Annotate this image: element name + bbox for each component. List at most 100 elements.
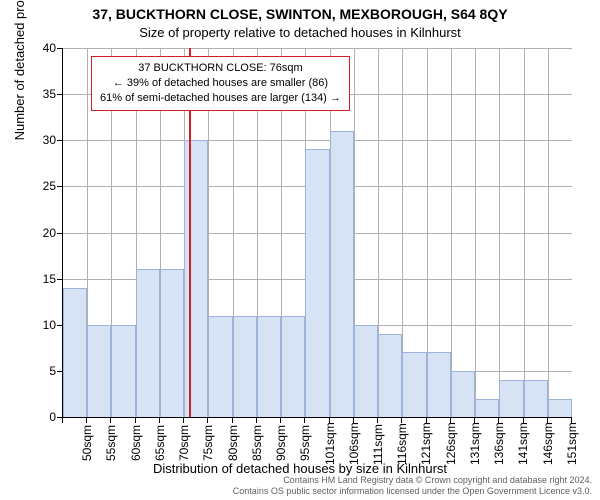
bar bbox=[87, 325, 111, 417]
xtick-label: 136sqm bbox=[492, 425, 506, 465]
title-sub: Size of property relative to detached ho… bbox=[0, 25, 600, 40]
xtick-label: 101sqm bbox=[323, 425, 337, 465]
bar bbox=[208, 316, 232, 417]
chart-container: 37, BUCKTHORN CLOSE, SWINTON, MEXBOROUGH… bbox=[0, 0, 600, 500]
info-line-1: 37 BUCKTHORN CLOSE: 76sqm bbox=[100, 61, 341, 76]
xtick-mark bbox=[401, 418, 402, 423]
ytick-mark bbox=[57, 94, 62, 95]
xtick-label: 121sqm bbox=[419, 425, 433, 465]
xtick-label: 151sqm bbox=[565, 425, 579, 465]
xtick-mark bbox=[110, 418, 111, 423]
ytick-label: 15 bbox=[16, 272, 56, 286]
ytick-mark bbox=[57, 371, 62, 372]
footer-attribution: Contains HM Land Registry data © Crown c… bbox=[233, 475, 592, 497]
xtick-mark bbox=[159, 418, 160, 423]
xtick-label: 141sqm bbox=[516, 425, 530, 465]
ytick-mark bbox=[57, 233, 62, 234]
ytick-mark bbox=[57, 325, 62, 326]
xtick-mark bbox=[474, 418, 475, 423]
xtick-mark bbox=[329, 418, 330, 423]
xtick-mark bbox=[183, 418, 184, 423]
ytick-label: 35 bbox=[16, 87, 56, 101]
ytick-label: 10 bbox=[16, 318, 56, 332]
gridline-h bbox=[63, 140, 572, 141]
gridline-h bbox=[63, 48, 572, 49]
info-line-2: ← 39% of detached houses are smaller (86… bbox=[100, 76, 341, 91]
bar bbox=[524, 380, 548, 417]
gridline-v bbox=[499, 48, 500, 417]
ytick-label: 25 bbox=[16, 179, 56, 193]
xtick-mark bbox=[280, 418, 281, 423]
info-line-3: 61% of semi-detached houses are larger (… bbox=[100, 91, 341, 106]
xtick-mark bbox=[377, 418, 378, 423]
xtick-label: 90sqm bbox=[274, 425, 288, 465]
bar bbox=[330, 131, 354, 417]
bar bbox=[548, 399, 572, 417]
ytick-mark bbox=[57, 140, 62, 141]
footer-line-2: Contains OS public sector information li… bbox=[233, 486, 592, 497]
footer-line-1: Contains HM Land Registry data © Crown c… bbox=[233, 475, 592, 486]
xtick-mark bbox=[232, 418, 233, 423]
ytick-mark bbox=[57, 186, 62, 187]
xtick-label: 65sqm bbox=[153, 425, 167, 465]
bar bbox=[305, 149, 329, 417]
plot-area: 37 BUCKTHORN CLOSE: 76sqm ← 39% of detac… bbox=[62, 48, 572, 418]
bar bbox=[136, 269, 160, 417]
bar bbox=[378, 334, 402, 417]
ytick-label: 30 bbox=[16, 133, 56, 147]
xtick-mark bbox=[353, 418, 354, 423]
xtick-mark bbox=[498, 418, 499, 423]
xtick-label: 55sqm bbox=[104, 425, 118, 465]
xtick-label: 106sqm bbox=[347, 425, 361, 465]
xtick-label: 50sqm bbox=[80, 425, 94, 465]
ytick-mark bbox=[57, 48, 62, 49]
xtick-mark bbox=[571, 418, 572, 423]
xtick-mark bbox=[547, 418, 548, 423]
ytick-label: 40 bbox=[16, 41, 56, 55]
info-box: 37 BUCKTHORN CLOSE: 76sqm ← 39% of detac… bbox=[91, 56, 350, 111]
y-axis-label: Number of detached properties bbox=[12, 0, 27, 140]
bar bbox=[402, 352, 426, 417]
title-main: 37, BUCKTHORN CLOSE, SWINTON, MEXBOROUGH… bbox=[0, 6, 600, 22]
gridline-v bbox=[524, 48, 525, 417]
xtick-label: 80sqm bbox=[226, 425, 240, 465]
gridline-v bbox=[451, 48, 452, 417]
xtick-label: 95sqm bbox=[298, 425, 312, 465]
ytick-mark bbox=[57, 279, 62, 280]
gridline-v bbox=[475, 48, 476, 417]
gridline-v bbox=[548, 48, 549, 417]
xtick-mark bbox=[523, 418, 524, 423]
xtick-mark bbox=[207, 418, 208, 423]
xtick-label: 70sqm bbox=[177, 425, 191, 465]
xtick-label: 111sqm bbox=[371, 425, 385, 465]
xtick-label: 75sqm bbox=[201, 425, 215, 465]
bar bbox=[475, 399, 499, 417]
bar bbox=[160, 269, 184, 417]
bar bbox=[281, 316, 305, 417]
bar bbox=[233, 316, 257, 417]
bar bbox=[257, 316, 281, 417]
xtick-label: 85sqm bbox=[250, 425, 264, 465]
bar bbox=[184, 140, 208, 417]
ytick-label: 5 bbox=[16, 364, 56, 378]
xtick-label: 131sqm bbox=[468, 425, 482, 465]
xtick-label: 116sqm bbox=[395, 425, 409, 465]
xtick-mark bbox=[450, 418, 451, 423]
xtick-mark bbox=[256, 418, 257, 423]
ytick-label: 0 bbox=[16, 410, 56, 424]
xtick-mark bbox=[304, 418, 305, 423]
bar bbox=[63, 288, 87, 417]
bar bbox=[499, 380, 523, 417]
bar bbox=[451, 371, 475, 417]
xtick-mark bbox=[86, 418, 87, 423]
bar bbox=[111, 325, 135, 417]
xtick-label: 126sqm bbox=[444, 425, 458, 465]
bar bbox=[427, 352, 451, 417]
bar bbox=[354, 325, 378, 417]
ytick-label: 20 bbox=[16, 226, 56, 240]
xtick-mark bbox=[135, 418, 136, 423]
xtick-label: 60sqm bbox=[129, 425, 143, 465]
xtick-label: 146sqm bbox=[541, 425, 555, 465]
xtick-mark bbox=[426, 418, 427, 423]
xtick-mark bbox=[62, 418, 63, 423]
